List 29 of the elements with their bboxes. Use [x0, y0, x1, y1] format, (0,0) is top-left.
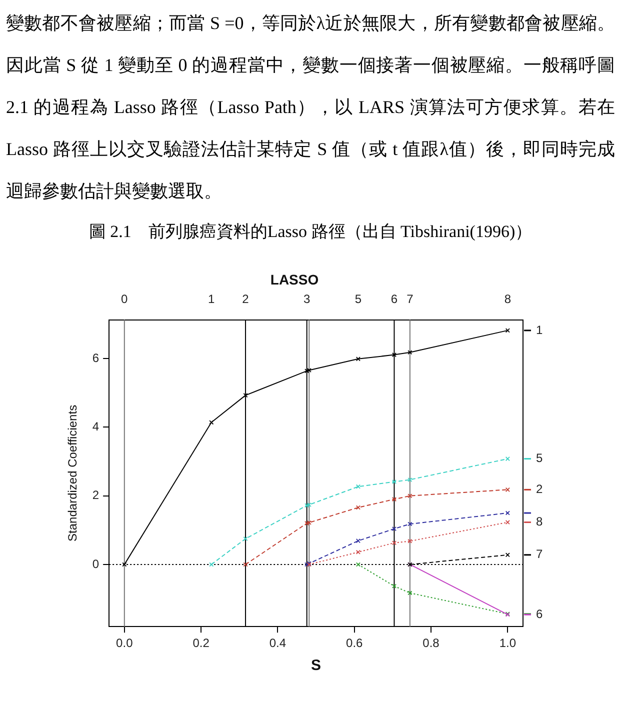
x-axis-title: S	[311, 657, 322, 674]
text: 1	[208, 292, 216, 306]
legend-label: 1	[536, 322, 543, 337]
x-tick-label: 0.4	[269, 636, 286, 650]
x-tick-label: 0.8	[422, 636, 440, 650]
y-tick-label: 4	[92, 420, 100, 434]
text: 7	[406, 292, 414, 306]
legend-label: 2	[536, 482, 543, 496]
text: 6	[390, 292, 398, 306]
y-axis-title: Standardized Coefficients	[66, 404, 80, 542]
x-tick-label: 1.0	[499, 636, 516, 650]
legend-label: 7	[536, 547, 543, 562]
x-tick-label: 0.2	[192, 636, 210, 650]
legend-label: 6	[536, 606, 543, 621]
y-tick-label: 2	[92, 488, 100, 502]
chart-title: LASSO	[270, 271, 319, 288]
text: 3	[303, 292, 310, 306]
text: 8	[504, 292, 512, 306]
caption: 圖 2.1 前列腺癌資料的Lasso 路徑（出自 Tibshirani(1996)）	[88, 221, 534, 243]
x-tick-label: 0.0	[116, 636, 134, 650]
y-tick-label: 6	[92, 350, 100, 365]
text: 5	[354, 292, 362, 306]
text: 0	[121, 292, 128, 306]
legend-label: 8	[536, 514, 543, 529]
y-tick-label: 0	[92, 556, 100, 571]
legend-label: 5	[536, 451, 543, 466]
x-tick-label: 0.6	[346, 636, 364, 650]
text: 變數都不會被壓縮；而當 S =0，等同於λ近於無限大，所有變數都會被壓縮。因此當 S 從 1 變動至 0 的過程當中，變數一個接著一個被壓縮。一般稱呼圖 2.1 的過程為 Lasso 路徑（Lasso Path），以 LARS 演算法可方便求算。若在 Lasso 路徑上以交叉驗證法估計某特定 S 值（或 t 值跟λ值）後，即同時完成迴歸參數估計與變數選取。	[6, 13, 615, 201]
text: 2	[242, 292, 250, 306]
